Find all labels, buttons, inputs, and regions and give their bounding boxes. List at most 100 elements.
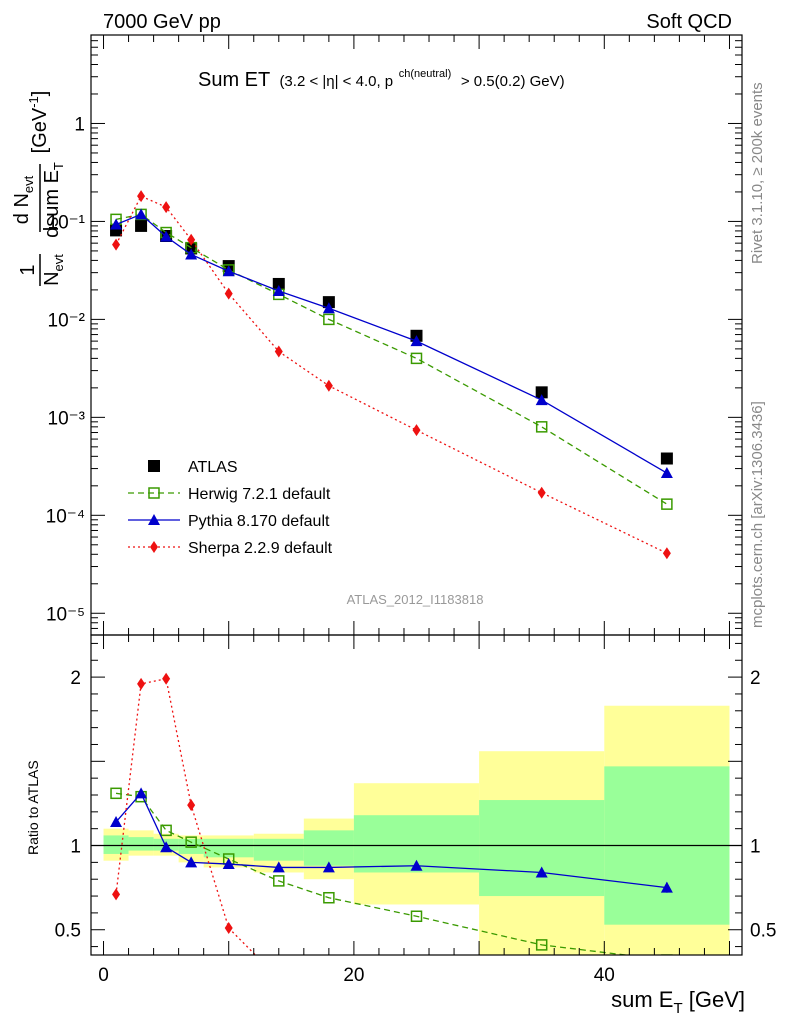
main-ytick-label: 10⁻¹ [48, 212, 86, 233]
axes: 10⁻⁵10⁻⁴10⁻³10⁻²10⁻¹10.5 0.51 12 20 20 40 [46, 34, 776, 986]
main-point-atlas [135, 219, 148, 232]
ratio-bands [91, 705, 742, 955]
main-plot [110, 190, 673, 560]
main-point-pythia [272, 284, 285, 296]
legend-marker-pythia [148, 514, 160, 525]
main-line-pythia [115, 213, 668, 474]
main-point-sherpa [162, 201, 171, 214]
main-point-sherpa [112, 238, 121, 251]
main-point-herwig [535, 421, 548, 433]
main-ytick-label: 10⁻² [48, 310, 86, 331]
main-point-sherpa [537, 486, 546, 499]
ratio-point-pythia [110, 815, 123, 827]
main-point-sherpa [224, 287, 233, 300]
main-point-sherpa [324, 379, 333, 392]
ratio-point-sherpa [275, 973, 283, 985]
ratio-point-herwig [323, 891, 335, 904]
ratio-line-pythia [115, 792, 667, 889]
main-ylabel-text: 1 [17, 264, 39, 275]
main-line-herwig [115, 213, 668, 505]
ratio-point-sherpa [137, 677, 146, 690]
main-point-sherpa [274, 345, 283, 358]
ratio-point-herwig [273, 875, 285, 887]
plot-title-main: Sum ET [198, 69, 270, 91]
ratio-point-pythia [272, 861, 285, 873]
svg-text:Nevt: Nevt [41, 254, 66, 286]
main-point-pythia [322, 302, 335, 314]
ratio-point-pythia [222, 858, 235, 870]
header-right: Soft QCD [646, 11, 732, 33]
main-point-pythia [660, 467, 673, 479]
ratio-point-herwig [410, 910, 423, 923]
ratio-point-herwig [535, 939, 548, 951]
ratio-point-sherpa [413, 989, 421, 1001]
main-ylabel: 1 Nevt d Nevt dsum ET [GeV-1] [11, 91, 66, 286]
legend-marker-atlas [148, 460, 160, 472]
main-point-sherpa [137, 190, 146, 203]
plot-title-sup: ch(neutral) [399, 68, 452, 80]
ratio-ylabel: Ratio to ATLAS [25, 760, 41, 855]
main-ytick-label: 10⁻³ [48, 408, 86, 429]
band-green [303, 830, 354, 866]
ratio-point-sherpa [325, 984, 333, 996]
mcplots-label: mcplots.cern.ch [arXiv:1306.3436] [749, 401, 766, 628]
main-point-pythia [185, 248, 198, 260]
band-green [479, 800, 605, 897]
ratio-point-sherpa [112, 888, 121, 901]
main-point-pythia [110, 218, 123, 230]
svg-text:dsum ET: dsum ET [41, 162, 66, 238]
watermark: ATLAS_2012_I1183818 [347, 592, 484, 607]
legend: ATLAS Herwig 7.2.1 default Pythia 8.170 de… [128, 459, 333, 557]
main-point-herwig [323, 313, 335, 326]
main-point-pythia [160, 230, 173, 242]
main-point-pythia [410, 335, 423, 347]
main-point-pythia [535, 394, 548, 406]
ratio-point-herwig [661, 954, 673, 955]
main-point-herwig [661, 498, 673, 510]
legend-marker-sherpa [150, 541, 158, 553]
ratio-ytick-label-right: 2 [750, 668, 761, 689]
plot-title-end: > 0.5(0.2) GeV) [461, 73, 565, 90]
ratio-ytick-label-left: 2 [70, 668, 81, 689]
xtick-label: 20 [343, 965, 364, 986]
main-ytick-label: 1 [74, 114, 85, 135]
ratio-line-herwig [115, 792, 631, 955]
legend-label-sherpa: Sherpa 2.2.9 default [188, 540, 333, 557]
ratio-point-herwig [185, 836, 197, 848]
ratio-point-sherpa [187, 799, 196, 812]
main-point-atlas [660, 452, 673, 465]
ratio-point-pythia [160, 841, 173, 853]
ratio-ytick-label-right: 1 [750, 837, 761, 858]
ratio-point-sherpa [538, 992, 546, 1004]
legend-label-pythia: Pythia 8.170 default [188, 513, 330, 530]
ratio-point-pythia [135, 787, 148, 799]
main-point-atlas [272, 277, 285, 290]
ratio-point-pythia [185, 856, 198, 868]
band-green [178, 838, 204, 854]
main-line-sherpa [115, 195, 668, 554]
ratio-point-sherpa [224, 922, 233, 935]
svg-text:[GeV-1]: [GeV-1] [26, 91, 51, 154]
band-green [103, 835, 129, 854]
ratio-point-pythia [410, 859, 423, 871]
xtick-label: 0 [98, 965, 109, 986]
header-left: 7000 GeV pp [103, 11, 221, 33]
xlabel: sum ET [GeV] [611, 987, 745, 1017]
band-green [128, 837, 154, 851]
main-point-sherpa [187, 233, 196, 246]
main-point-herwig [410, 352, 423, 365]
ratio-ytick-label-left: 0.5 [55, 921, 81, 942]
legend-marker-herwig [148, 487, 160, 499]
main-point-sherpa [412, 424, 421, 437]
main-point-pythia [135, 208, 148, 220]
ratio-point-sherpa [162, 672, 171, 685]
main-point-sherpa [662, 547, 671, 560]
svg-text:d Nevt: d Nevt [11, 175, 36, 224]
xtick-label: 40 [594, 965, 615, 986]
main-ytick-label: 10⁻⁴ [46, 506, 85, 527]
ratio-point-herwig [160, 824, 172, 837]
main-point-pythia [222, 265, 235, 277]
ratio-ytick-label-right: 0.5 [750, 921, 776, 942]
ratio-point-herwig [110, 787, 122, 800]
